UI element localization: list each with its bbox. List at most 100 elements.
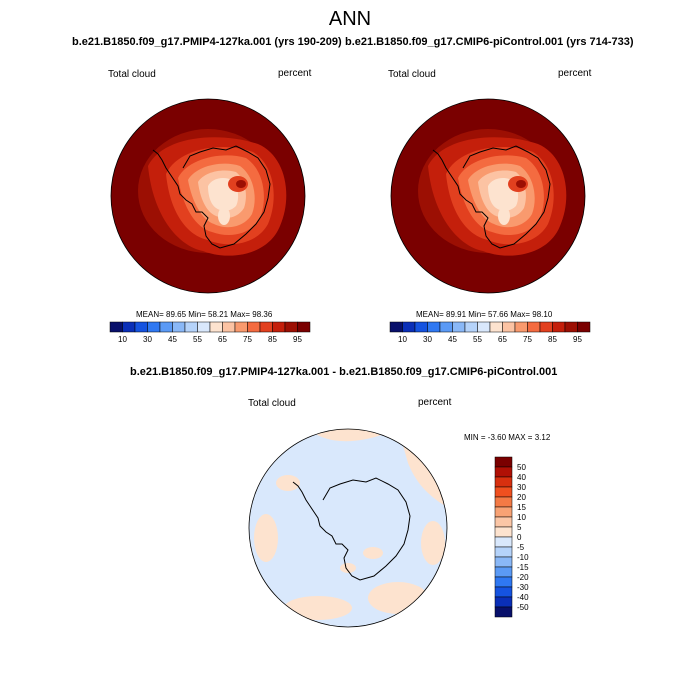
panel-3-colorbar-box bbox=[494, 536, 513, 548]
panel-3-colorbar-box bbox=[494, 596, 513, 608]
panel-1-colorbar-box bbox=[284, 321, 298, 333]
panel-2-stats: MEAN= 89.91 Min= 57.66 Max= 98.10 bbox=[416, 310, 553, 319]
panel-3-colorbar-box bbox=[494, 556, 513, 568]
panel-2-map bbox=[390, 98, 586, 294]
panel-3-colorbar-box bbox=[494, 496, 513, 508]
panel-1-colorbar-box bbox=[259, 321, 273, 333]
panel-3-colorbar-tick-label: 0 bbox=[517, 533, 522, 542]
panel-1-colorbar-box bbox=[184, 321, 198, 333]
panel-3-colorbar-box bbox=[494, 476, 513, 488]
panel-1-map bbox=[110, 98, 306, 294]
panel-3-colorbar-box bbox=[494, 546, 513, 558]
panel-3-colorbar-box bbox=[494, 586, 513, 598]
panel-1-colorbar-tick-label: 10 bbox=[118, 335, 127, 344]
panel-2-colorbar-box bbox=[427, 321, 441, 333]
panel-3-colorbar-box bbox=[494, 516, 513, 528]
panel-1-colorbar-tick-label: 65 bbox=[218, 335, 227, 344]
panel-3-colorbar-box bbox=[494, 606, 513, 618]
panel-1-colorbar-box bbox=[272, 321, 286, 333]
panel-1-colorbar-box bbox=[172, 321, 186, 333]
panel-3-colorbar-tick-label: -30 bbox=[517, 583, 529, 592]
panel-1-units-label: percent bbox=[278, 68, 312, 79]
panel-3-colorbar-boxes bbox=[494, 456, 513, 618]
panel-2-colorbar-box bbox=[452, 321, 466, 333]
panel-3-colorbar-tick-label: -40 bbox=[517, 593, 529, 602]
panel-1-colorbar-tick-label: 55 bbox=[193, 335, 202, 344]
panel-3-colorbar-tick-label: -15 bbox=[517, 563, 529, 572]
panel-3-colorbar-box bbox=[494, 526, 513, 538]
panel-2-colorbar-box bbox=[439, 321, 453, 333]
panel-3-colorbar-box bbox=[494, 566, 513, 578]
panel-2-colorbar-boxes bbox=[389, 321, 591, 333]
panel-3-colorbar-box bbox=[494, 466, 513, 478]
panel-1-colorbar-box bbox=[297, 321, 311, 333]
panel-1-colorbar-box bbox=[247, 321, 261, 333]
panel-1-title: b.e21.B1850.f09_g17.PMIP4-127ka.001 (yrs… bbox=[72, 36, 342, 48]
panel-3-title: b.e21.B1850.f09_g17.PMIP4-127ka.001 - b.… bbox=[130, 366, 558, 378]
panel-2-colorbar-tick-label: 95 bbox=[573, 335, 582, 344]
panel-3-colorbar-box bbox=[494, 506, 513, 518]
panel-2-colorbar-box bbox=[414, 321, 428, 333]
panel-3-colorbar-tick-label: 40 bbox=[517, 473, 526, 482]
panel-3-colorbar-box bbox=[494, 456, 513, 468]
panel-3-colorbar-tick-label: -10 bbox=[517, 553, 529, 562]
panel-2-colorbar-box bbox=[477, 321, 491, 333]
panel-1-colorbar-tick-label: 45 bbox=[168, 335, 177, 344]
panel-3-colorbar-tick-label: -20 bbox=[517, 573, 529, 582]
panel-2-colorbar-ticks: 10 30 45 55 65 75 85 95 bbox=[398, 335, 582, 344]
panel-3-colorbar-box bbox=[494, 486, 513, 498]
panel-1-colorbar-tick-label: 95 bbox=[293, 335, 302, 344]
panel-1-colorbar-box bbox=[209, 321, 223, 333]
panel-2-cloud-field bbox=[391, 99, 585, 293]
panel-3-coastline bbox=[292, 477, 411, 581]
panel-1-stats: MEAN= 89.65 Min= 58.21 Max= 98.36 bbox=[136, 310, 273, 319]
panel-2-colorbar-tick-label: 30 bbox=[423, 335, 432, 344]
panel-1-colorbar-box bbox=[134, 321, 148, 333]
panel-1-cloud-field bbox=[111, 99, 305, 293]
panel-1-colorbar-box bbox=[159, 321, 173, 333]
panel-1-colorbar-ticks: 10 30 45 55 65 75 85 95 bbox=[118, 335, 302, 344]
panel-2-colorbar-box bbox=[402, 321, 416, 333]
panel-2-colorbar-box bbox=[527, 321, 541, 333]
panel-1-colorbar-box bbox=[197, 321, 211, 333]
panel-1-colorbar-tick-label: 75 bbox=[243, 335, 252, 344]
panel-3-colorbar-tick-label: 20 bbox=[517, 493, 526, 502]
panel-2-colorbar-box bbox=[389, 321, 403, 333]
panel-2-colorbar-tick-label: 55 bbox=[473, 335, 482, 344]
panel-3-colorbar-tick-label: 50 bbox=[517, 463, 526, 472]
panel-1-variable-label: Total cloud bbox=[108, 69, 156, 80]
panel-2-colorbar-box bbox=[514, 321, 528, 333]
panel-2-colorbar-box bbox=[464, 321, 478, 333]
panel-2-coastline bbox=[432, 145, 551, 249]
panel-3-units-label: percent bbox=[418, 397, 452, 408]
panel-2-units-label: percent bbox=[558, 68, 592, 79]
panel-2-colorbar-box bbox=[552, 321, 566, 333]
panel-2-colorbar-tick-label: 10 bbox=[398, 335, 407, 344]
panel-3-colorbar-tick-label: -50 bbox=[517, 603, 529, 612]
panel-2-colorbar-box bbox=[564, 321, 578, 333]
panel-1-colorbar-tick-label: 30 bbox=[143, 335, 152, 344]
panel-2-variable-label: Total cloud bbox=[388, 69, 436, 80]
panel-3-colorbar-tick-label: -5 bbox=[517, 543, 525, 552]
panel-3-colorbar-box bbox=[494, 576, 513, 588]
panel-1-colorbar-box bbox=[122, 321, 136, 333]
panel-3-colorbar-tick-label: 15 bbox=[517, 503, 526, 512]
panel-1-colorbar-box bbox=[147, 321, 161, 333]
panel-2-colorbar-box bbox=[577, 321, 591, 333]
panel-3-stats: MIN = -3.60 MAX = 3.12 bbox=[464, 433, 551, 442]
panel-1-colorbar-tick-label: 85 bbox=[268, 335, 277, 344]
main-title: ANN bbox=[328, 8, 372, 30]
panel-1-colorbar-box bbox=[222, 321, 236, 333]
panel-2-colorbar-box bbox=[489, 321, 503, 333]
panel-2-colorbar-tick-label: 85 bbox=[548, 335, 557, 344]
panel-3-colorbar-tick-label: 5 bbox=[517, 523, 522, 532]
panel-2-colorbar-box bbox=[502, 321, 516, 333]
panel-2-colorbar-tick-label: 45 bbox=[448, 335, 457, 344]
panel-2-colorbar-tick-label: 65 bbox=[498, 335, 507, 344]
panel-1-coastline bbox=[152, 145, 271, 249]
panel-2-colorbar-box bbox=[539, 321, 553, 333]
panel-1-colorbar-box bbox=[109, 321, 123, 333]
panel-1-colorbar-boxes bbox=[109, 321, 311, 333]
